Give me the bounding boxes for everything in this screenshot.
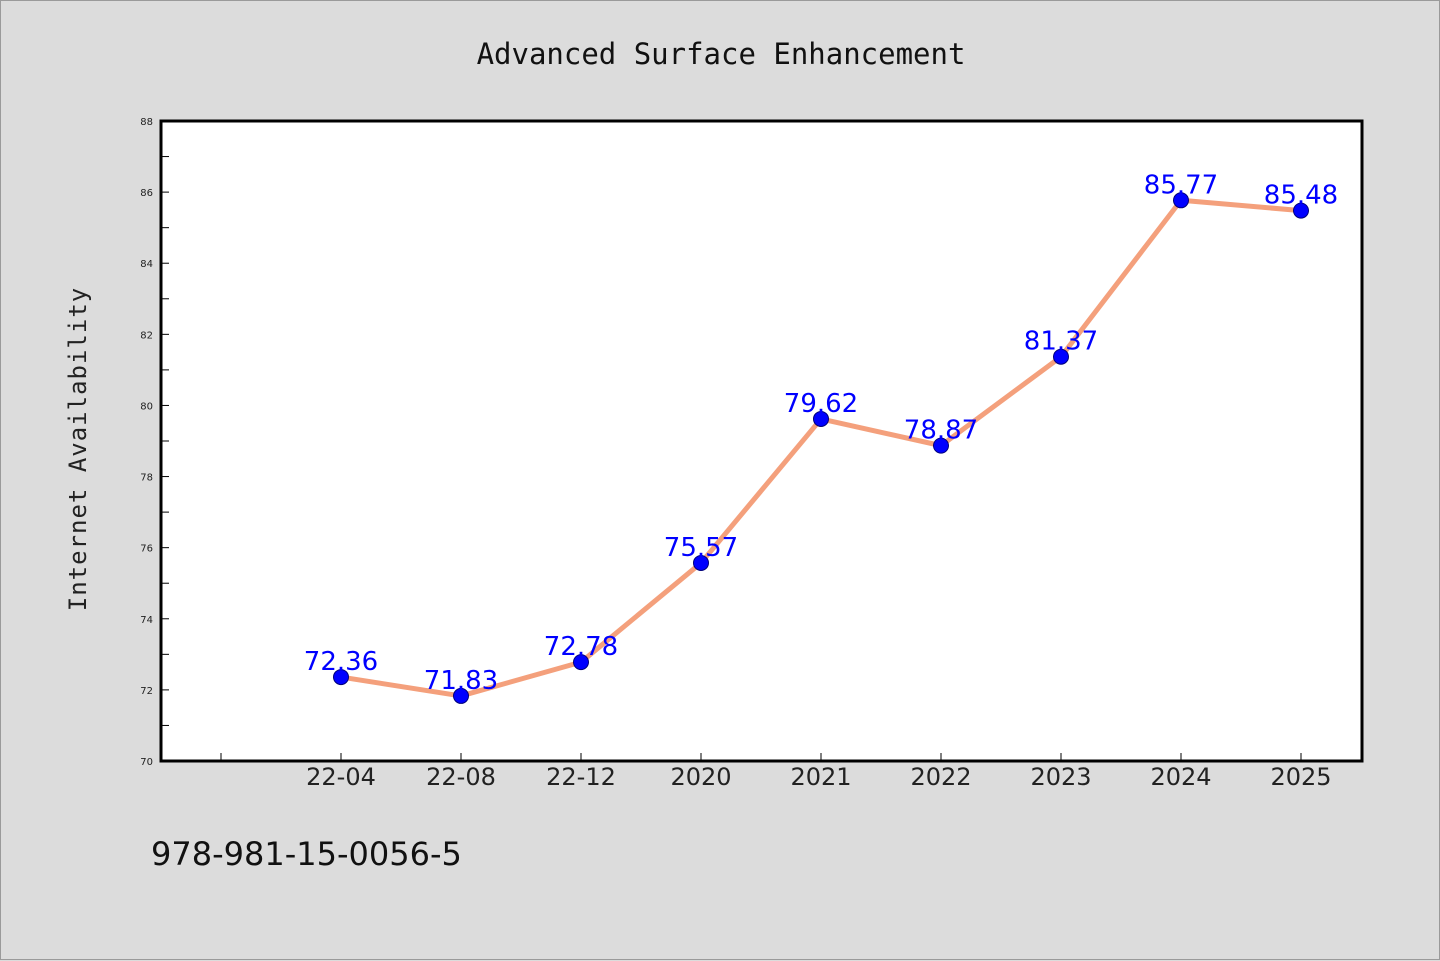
data-label-2025: 85.48 [1264, 181, 1338, 211]
data-point-2025 [1293, 202, 1309, 219]
y-tick-label-80: 80 [140, 401, 153, 412]
data-label-2020: 75.57 [664, 533, 738, 563]
data-label-22-04: 72.36 [304, 647, 378, 677]
x-tick-label-22-08: 22-08 [426, 763, 496, 791]
x-tick-label-2021: 2021 [790, 763, 851, 791]
data-point-22-08 [453, 687, 469, 704]
data-label-2023: 81.37 [1024, 327, 1098, 357]
x-tick-label-22-12: 22-12 [546, 763, 616, 791]
data-label-2022: 78.87 [904, 416, 978, 446]
data-point-2023 [1053, 348, 1069, 365]
data-point-2024 [1173, 192, 1189, 209]
data-label-22-08: 71.83 [424, 666, 498, 696]
data-point-2020 [693, 554, 709, 571]
data-label-22-12: 72.78 [544, 632, 618, 662]
x-tick-label-2022: 2022 [910, 763, 971, 791]
y-tick-label-86: 86 [140, 188, 153, 199]
x-tick-label-2025: 2025 [1270, 763, 1331, 791]
data-point-2021 [813, 410, 829, 427]
plot-border [159, 119, 1364, 763]
y-axis-label: Internet Availability [64, 287, 92, 611]
x-tick-label-22-04: 22-04 [306, 763, 376, 791]
y-tick-label-74: 74 [140, 615, 153, 626]
chart-title: Advanced Surface Enhancement [477, 37, 966, 71]
y-tick-label-84: 84 [140, 259, 153, 270]
x-tick-label-2020: 2020 [670, 763, 731, 791]
data-point-22-12 [573, 654, 589, 671]
data-point-22-04 [333, 669, 349, 686]
y-tick-label-76: 76 [140, 544, 153, 555]
isbn-footer: 978-981-15-0056-5 [151, 835, 462, 873]
y-tick-label-88: 88 [140, 117, 153, 128]
y-tick-label-78: 78 [140, 473, 153, 484]
y-tick-label-70: 70 [140, 757, 153, 768]
data-point-2022 [933, 437, 949, 454]
data-label-layer: 72.36 71.83 72.78 75.57 79.62 78.87 81.37 85.77… [304, 170, 1338, 696]
data-label-2024: 85.77 [1144, 170, 1218, 200]
y-tick-label-72: 72 [140, 686, 153, 697]
y-tick-label-82: 82 [140, 330, 153, 341]
data-label-2021: 79.62 [784, 389, 858, 419]
x-tick-label-2023: 2023 [1030, 763, 1091, 791]
x-axis: 22-04 22-08 22-12 2020 2021 2022 2023 2024 2025 [220, 753, 1332, 791]
x-tick-label-2024: 2024 [1150, 763, 1211, 791]
marker-layer [333, 192, 1309, 704]
